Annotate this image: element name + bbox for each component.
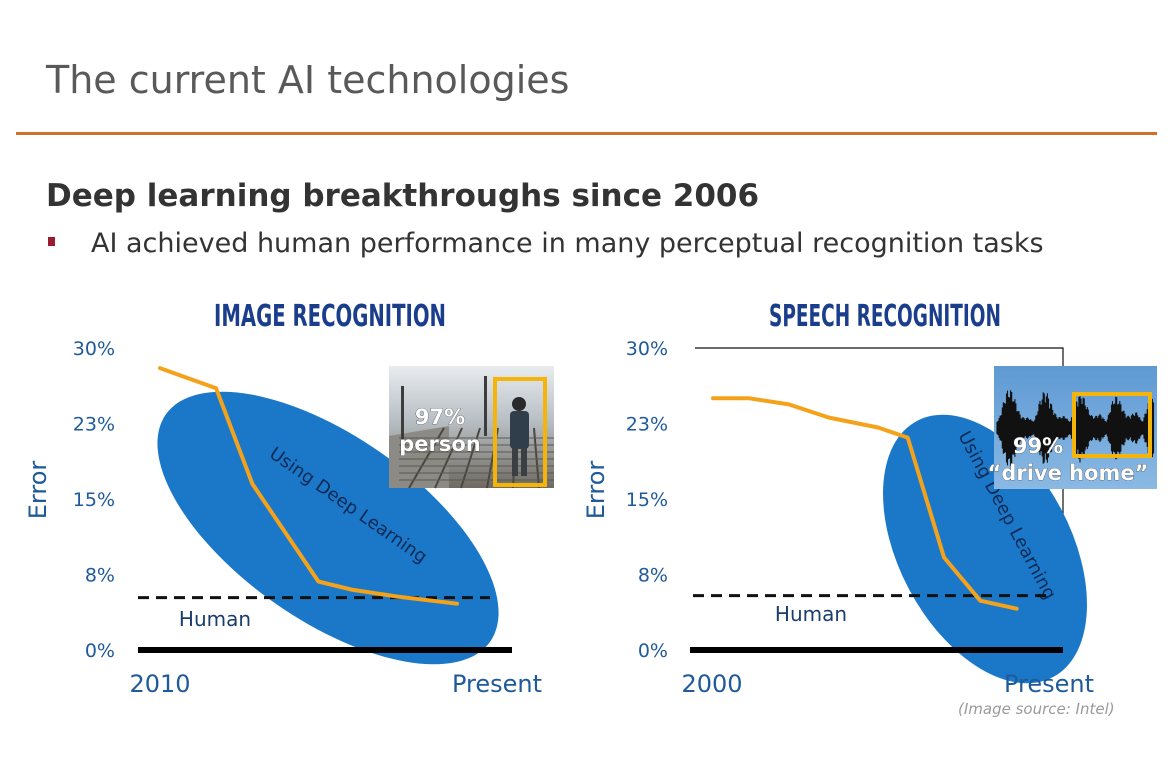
x-tick-label: 2010 (129, 670, 190, 698)
image-source-note: (Image source: Intel) (958, 700, 1115, 718)
person-photo (389, 366, 554, 489)
x-tick-label: 2000 (681, 670, 742, 698)
detection-box (493, 377, 547, 487)
human-level-label: Human (179, 607, 251, 631)
prediction-label: “drive home” (988, 461, 1149, 485)
y-axis-label: Error (24, 461, 52, 520)
x-tick-label: Present (1004, 670, 1094, 698)
y-tick-label: 23% (626, 414, 668, 436)
y-tick-label: 15% (626, 489, 668, 511)
person-leg (521, 448, 527, 476)
person-leg (512, 448, 518, 476)
detection-box (1072, 392, 1152, 458)
title-divider (16, 132, 1157, 135)
bullet-marker (48, 237, 55, 246)
y-tick-label: 15% (73, 489, 115, 511)
pole-shape (401, 386, 404, 441)
bullet-text: AI achieved human performance in many pe… (91, 228, 1044, 259)
y-tick-label: 8% (85, 565, 115, 587)
waveform-image (994, 366, 1157, 489)
y-axis-label: Error (582, 461, 610, 520)
y-tick-label: 23% (73, 414, 115, 436)
human-level-label: Human (775, 602, 847, 626)
prediction-label: person (399, 432, 481, 456)
slide-title: The current AI technologies (46, 58, 570, 102)
waveform-shape (996, 390, 1155, 466)
person-body (510, 411, 529, 449)
confidence-label: 97% (415, 405, 465, 429)
y-tick-label: 0% (638, 640, 668, 662)
y-tick-label: 30% (626, 338, 668, 360)
pole-shape (484, 376, 487, 436)
chart-title: IMAGE RECOGNITION (214, 299, 446, 334)
y-tick-label: 8% (638, 565, 668, 587)
y-tick-label: 0% (85, 640, 115, 662)
confidence-label: 99% (1013, 434, 1063, 458)
x-tick-label: Present (452, 670, 542, 698)
y-tick-label: 30% (73, 338, 115, 360)
chart-title: SPEECH RECOGNITION (769, 299, 1001, 334)
person-head (512, 397, 526, 411)
slide-subtitle: Deep learning breakthroughs since 2006 (46, 178, 760, 214)
